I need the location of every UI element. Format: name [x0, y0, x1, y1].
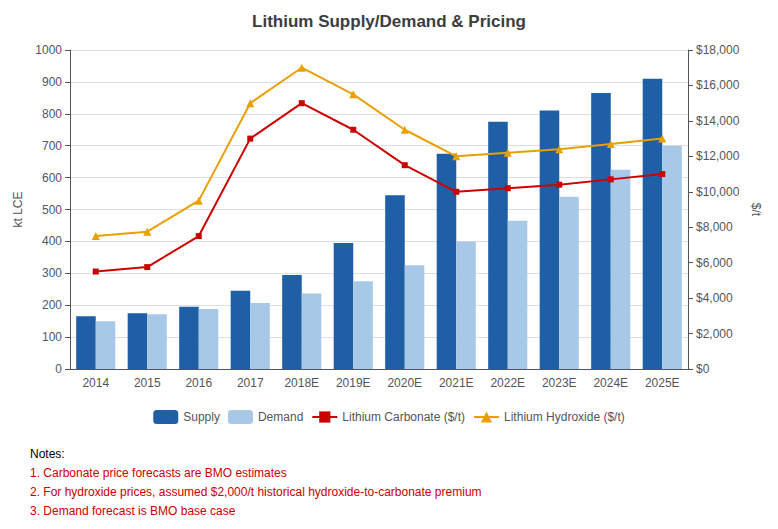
svg-text:$8,000: $8,000 — [696, 220, 733, 234]
svg-text:$/t: $/t — [749, 203, 763, 217]
svg-text:200: 200 — [42, 298, 62, 312]
svg-text:$16,000: $16,000 — [696, 78, 740, 92]
svg-text:500: 500 — [42, 203, 62, 217]
svg-text:2024E: 2024E — [593, 376, 628, 390]
svg-text:600: 600 — [42, 171, 62, 185]
svg-text:Lithium Hydroxide ($/t): Lithium Hydroxide ($/t) — [504, 410, 625, 424]
svg-text:$14,000: $14,000 — [696, 114, 740, 128]
svg-text:2015: 2015 — [134, 376, 161, 390]
svg-text:2020E: 2020E — [387, 376, 422, 390]
svg-text:2022E: 2022E — [490, 376, 525, 390]
svg-text:2025E: 2025E — [645, 376, 680, 390]
svg-text:100: 100 — [42, 330, 62, 344]
svg-text:$0: $0 — [696, 362, 710, 376]
svg-text:2018E: 2018E — [284, 376, 319, 390]
svg-text:300: 300 — [42, 266, 62, 280]
svg-text:Lithium Supply/Demand & Pricin: Lithium Supply/Demand & Pricing — [252, 12, 526, 31]
svg-text:2016: 2016 — [185, 376, 212, 390]
svg-text:Demand: Demand — [258, 410, 303, 424]
svg-text:2. For hydroxide prices, assum: 2. For hydroxide prices, assumed $2,000/… — [30, 485, 482, 499]
svg-text:2023E: 2023E — [542, 376, 577, 390]
svg-text:2017: 2017 — [237, 376, 264, 390]
svg-text:1. Carbonate price forecasts a: 1. Carbonate price forecasts are BMO est… — [30, 466, 287, 480]
svg-text:2019E: 2019E — [336, 376, 371, 390]
svg-text:$2,000: $2,000 — [696, 327, 733, 341]
svg-text:$10,000: $10,000 — [696, 185, 740, 199]
svg-text:800: 800 — [42, 107, 62, 121]
svg-text:400: 400 — [42, 234, 62, 248]
svg-text:Lithium Carbonate ($/t): Lithium Carbonate ($/t) — [342, 410, 465, 424]
svg-text:0: 0 — [55, 362, 62, 376]
svg-text:$4,000: $4,000 — [696, 291, 733, 305]
svg-text:1000: 1000 — [35, 43, 62, 57]
svg-text:700: 700 — [42, 139, 62, 153]
svg-text:900: 900 — [42, 75, 62, 89]
svg-text:2014: 2014 — [82, 376, 109, 390]
svg-text:3. Demand forecast is BMO base: 3. Demand forecast is BMO base case — [30, 504, 236, 518]
svg-text:$6,000: $6,000 — [696, 256, 733, 270]
svg-text:2021E: 2021E — [439, 376, 474, 390]
svg-text:kt LCE: kt LCE — [11, 191, 25, 227]
svg-text:Notes:: Notes: — [30, 447, 65, 461]
svg-text:$18,000: $18,000 — [696, 43, 740, 57]
svg-text:$12,000: $12,000 — [696, 149, 740, 163]
svg-text:Supply: Supply — [183, 410, 220, 424]
